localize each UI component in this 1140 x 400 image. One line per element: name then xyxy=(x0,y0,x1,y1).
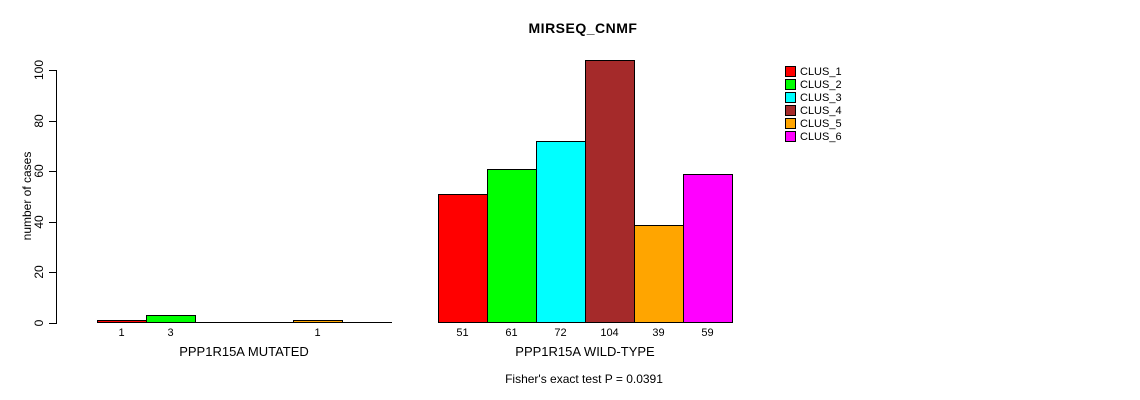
y-axis-line xyxy=(56,70,57,324)
bar-clus_2 xyxy=(487,169,537,323)
bar-value-label: 39 xyxy=(652,327,665,339)
y-tick-mark xyxy=(49,171,56,172)
legend-color-swatch xyxy=(785,92,796,103)
annotation-text: Fisher's exact test P = 0.0391 xyxy=(505,372,663,386)
legend-color-swatch xyxy=(785,79,796,90)
legend-entry-clus_2: CLUS_2 xyxy=(785,78,842,91)
bar-clus_3-zero xyxy=(195,322,245,323)
bar-clus_2 xyxy=(146,315,196,323)
bar-clus_3 xyxy=(536,141,586,323)
legend-entry-clus_3: CLUS_3 xyxy=(785,91,842,104)
legend-color-swatch xyxy=(785,118,796,129)
y-tick-label: 100 xyxy=(32,59,46,81)
bar-clus_4-zero xyxy=(244,322,294,323)
legend-label: CLUS_3 xyxy=(800,91,842,104)
legend-label: CLUS_1 xyxy=(800,65,842,78)
legend-color-swatch xyxy=(785,131,796,142)
legend-label: CLUS_5 xyxy=(800,117,842,130)
x-axis-group-label: PPP1R15A WILD-TYPE xyxy=(515,344,655,359)
y-tick-label: 60 xyxy=(32,164,46,178)
bar-clus_5 xyxy=(634,225,684,323)
legend-label: CLUS_6 xyxy=(800,130,842,143)
y-tick-mark xyxy=(49,70,56,71)
y-tick-mark xyxy=(49,272,56,273)
y-tick-mark xyxy=(49,121,56,122)
bar-value-label: 59 xyxy=(701,327,714,339)
y-tick-label: 20 xyxy=(32,265,46,279)
bar-clus_1 xyxy=(97,320,147,323)
y-tick-mark xyxy=(49,222,56,223)
x-axis-group-label: PPP1R15A MUTATED xyxy=(179,344,309,359)
bar-value-label: 51 xyxy=(456,327,469,339)
legend-color-swatch xyxy=(785,66,796,77)
bar-clus_1 xyxy=(438,194,488,323)
bar-clus_4 xyxy=(585,60,635,323)
legend-entry-clus_5: CLUS_5 xyxy=(785,117,842,130)
legend-color-swatch xyxy=(785,105,796,116)
legend-entry-clus_4: CLUS_4 xyxy=(785,104,842,117)
legend-label: CLUS_2 xyxy=(800,78,842,91)
y-tick-label: 80 xyxy=(32,114,46,128)
bar-value-label: 104 xyxy=(600,327,619,339)
y-tick-label: 40 xyxy=(32,215,46,229)
chart-title: MIRSEQ_CNMF xyxy=(528,20,638,36)
bar-clus_6 xyxy=(683,174,733,323)
bar-value-label: 1 xyxy=(314,327,321,339)
bar-clus_6-zero xyxy=(342,322,392,323)
legend-label: CLUS_4 xyxy=(800,104,842,117)
legend: CLUS_1 CLUS_2 CLUS_3 CLUS_4 CLUS_5 CLUS_6 xyxy=(785,65,842,143)
bar-value-label: 72 xyxy=(554,327,567,339)
bar-value-label: 3 xyxy=(167,327,174,339)
y-tick-label: 0 xyxy=(32,319,46,327)
bar-value-label: 61 xyxy=(505,327,518,339)
bar-clus_5 xyxy=(293,320,343,323)
legend-entry-clus_1: CLUS_1 xyxy=(785,65,842,78)
legend-entry-clus_6: CLUS_6 xyxy=(785,130,842,143)
bar-value-label: 1 xyxy=(118,327,125,339)
y-tick-mark xyxy=(49,323,56,324)
